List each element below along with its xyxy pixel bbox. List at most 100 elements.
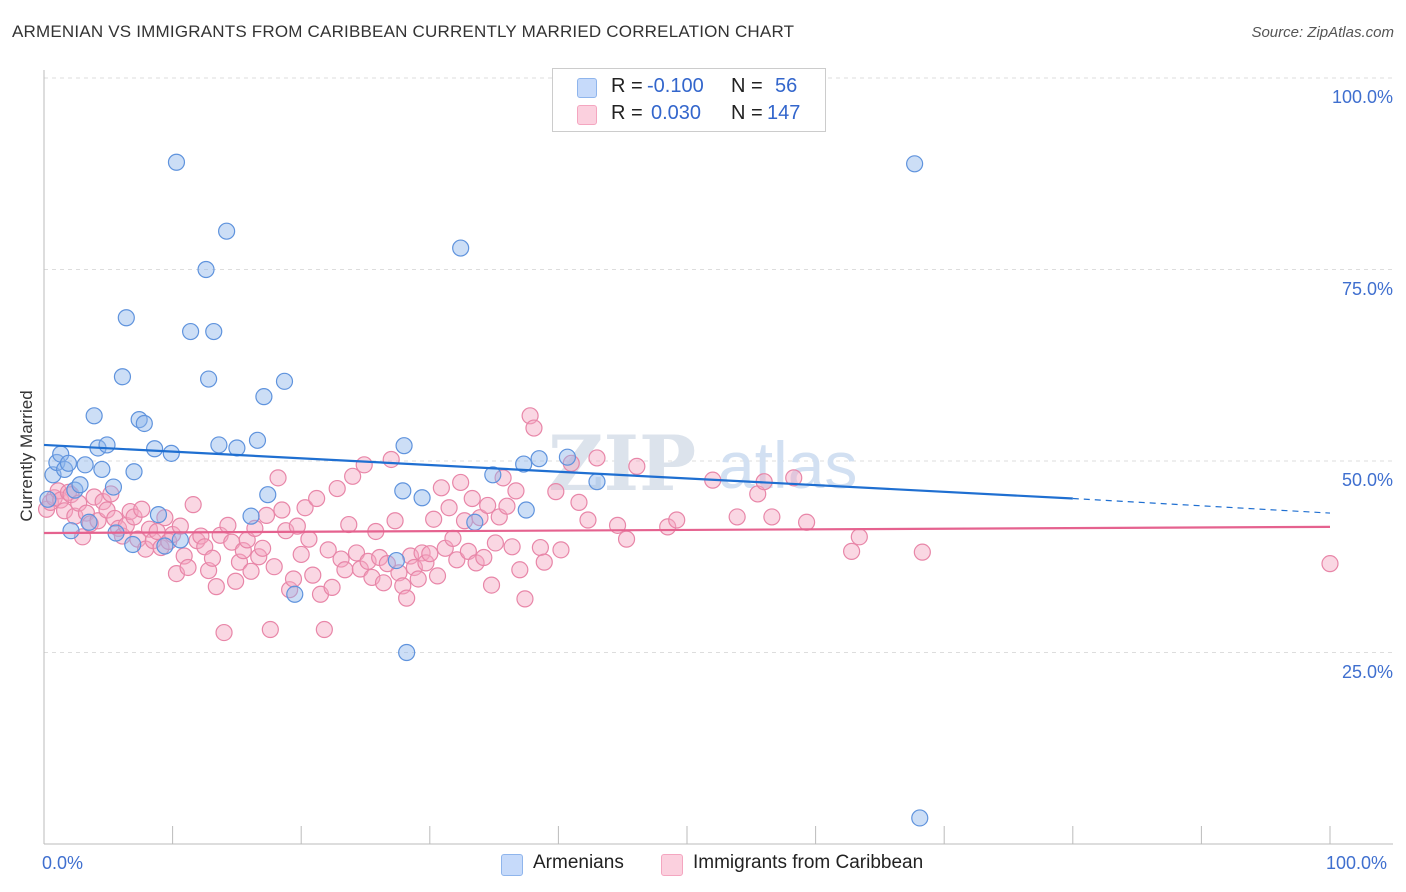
- armenian-point: [558, 448, 577, 466]
- caribbean-point: [281, 581, 299, 599]
- caribbean-point: [479, 496, 497, 515]
- armenian-point: [124, 535, 142, 554]
- armenian-point: [530, 450, 548, 468]
- caribbean-point: [440, 499, 458, 517]
- caribbean-point: [382, 450, 400, 469]
- caribbean-point: [355, 456, 373, 474]
- caribbean-point: [535, 553, 553, 571]
- caribbean-point: [171, 517, 189, 535]
- caribbean-point: [328, 479, 346, 498]
- caribbean-point: [215, 623, 233, 642]
- armenian-point: [156, 537, 174, 555]
- bottom-legend-swatch-armenians: [501, 854, 523, 876]
- caribbean-point: [102, 485, 120, 503]
- caribbean-point: [452, 473, 470, 492]
- armenian-point: [484, 466, 502, 484]
- caribbean-point: [315, 620, 333, 639]
- caribbean-point: [668, 511, 686, 529]
- caribbean-point: [288, 517, 306, 535]
- legend-r-label: R =: [611, 75, 643, 97]
- caribbean-point: [308, 489, 326, 508]
- caribbean-point: [428, 567, 447, 585]
- bottom-legend-swatch-caribbean: [661, 854, 683, 876]
- watermark-atlas: atlas: [718, 428, 857, 502]
- armenian-point: [205, 322, 223, 341]
- caribbean-point: [292, 545, 310, 564]
- armenian-point: [394, 482, 412, 500]
- armenian-point: [80, 513, 98, 531]
- caribbean-point: [579, 511, 597, 529]
- armenian-point: [259, 486, 277, 504]
- trend-line-armenians-extension: [1072, 497, 1331, 514]
- caribbean-point: [374, 574, 393, 592]
- armenian-point: [395, 437, 413, 455]
- series-armenians: [39, 153, 929, 827]
- caribbean-point: [516, 590, 534, 608]
- caribbean-point: [254, 539, 272, 557]
- legend-row-caribbean: R = 0.030 N = 147: [553, 101, 825, 127]
- caribbean-point: [227, 572, 245, 590]
- caribbean-point: [319, 541, 337, 559]
- caribbean-point: [347, 544, 366, 562]
- caribbean-point: [133, 500, 151, 518]
- caribbean-point: [273, 501, 291, 519]
- caribbean-point: [1321, 555, 1339, 573]
- caribbean-point: [304, 566, 322, 584]
- armenian-point: [413, 489, 431, 507]
- armenian-point: [515, 455, 533, 473]
- caribbean-point: [55, 502, 74, 520]
- armenian-point: [59, 454, 78, 472]
- caribbean-point: [85, 488, 103, 506]
- caribbean-point: [269, 469, 287, 487]
- caribbean-point: [344, 467, 362, 485]
- legend-n-value-armenians: 56: [775, 75, 798, 97]
- caribbean-point: [398, 589, 416, 607]
- armenian-point: [517, 501, 535, 519]
- armenian-point: [145, 440, 164, 458]
- trend-lines: [43, 443, 1331, 535]
- caribbean-point: [242, 562, 260, 580]
- armenian-point: [275, 372, 294, 390]
- caribbean-point: [257, 506, 276, 524]
- caribbean-point: [378, 555, 396, 573]
- caribbean-point: [482, 576, 501, 594]
- armenian-point: [171, 531, 189, 549]
- caribbean-point: [296, 499, 314, 517]
- caribbean-point: [250, 548, 268, 566]
- armenian-point: [398, 643, 416, 662]
- legend-n-label: N =: [731, 75, 763, 97]
- caribbean-point: [219, 516, 237, 534]
- armenian-point: [125, 463, 143, 481]
- caribbean-point: [425, 510, 443, 528]
- caribbean-point: [763, 508, 781, 526]
- caribbean-point: [448, 551, 466, 569]
- x-tick-label-min: 0.0%: [42, 853, 84, 873]
- trend-line-armenians: [43, 443, 1073, 500]
- caribbean-point: [498, 497, 516, 515]
- caribbean-point: [511, 561, 529, 579]
- legend-swatch-caribbean: [577, 105, 597, 125]
- caribbean-point: [179, 558, 197, 577]
- armenian-point: [248, 431, 267, 449]
- caribbean-point: [432, 479, 450, 497]
- armenian-point: [210, 436, 228, 454]
- axes: [43, 70, 1393, 845]
- caribbean-point: [332, 550, 350, 568]
- caribbean-point: [552, 541, 570, 559]
- caribbean-point: [203, 549, 222, 567]
- caribbean-point: [417, 554, 435, 572]
- armenian-point: [135, 414, 153, 433]
- bottom-legend-label-caribbean: Immigrants from Caribbean: [693, 852, 924, 873]
- armenian-point: [286, 585, 304, 603]
- caribbean-point: [486, 534, 504, 552]
- y-tick-label: 50.0%: [1341, 470, 1393, 490]
- caribbean-point: [284, 570, 303, 588]
- armenian-point: [182, 322, 200, 341]
- caribbean-point: [444, 529, 462, 547]
- caribbean-point: [531, 538, 549, 557]
- caribbean-point: [617, 530, 636, 548]
- armenian-point: [242, 507, 260, 525]
- x-tick-label-max: 100.0%: [1326, 853, 1388, 873]
- armenian-point: [162, 444, 180, 462]
